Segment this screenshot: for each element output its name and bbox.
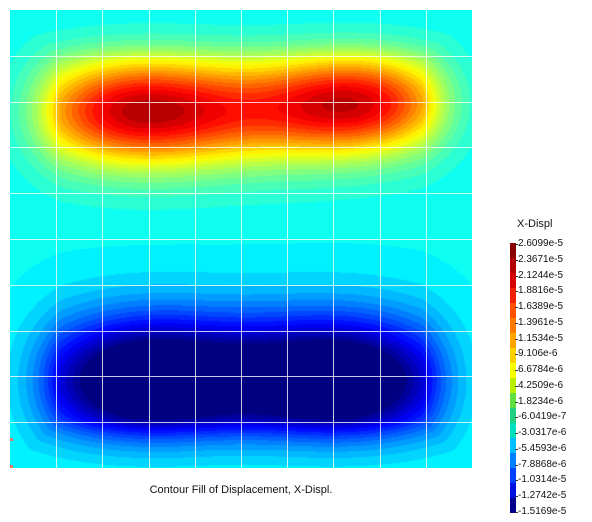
mesh-line-horizontal xyxy=(10,102,472,103)
mesh-line-horizontal xyxy=(10,239,472,240)
mesh-line-horizontal xyxy=(10,147,472,148)
colorbar-label: -1.0314e-5 xyxy=(514,474,567,486)
colorbar-label: -3.0317e-6 xyxy=(514,427,567,439)
colorbar-band xyxy=(510,393,516,408)
colorbar-band xyxy=(510,453,516,468)
mesh-line-horizontal xyxy=(10,422,472,423)
colorbar-band xyxy=(510,498,516,513)
colorbar-label: 2.6099e-5 xyxy=(514,238,564,249)
colorbar-band xyxy=(510,363,516,378)
colorbar-band xyxy=(510,273,516,288)
mesh-line-horizontal xyxy=(10,331,472,332)
colorbar-label: -7.8868e-6 xyxy=(514,458,567,470)
colorbar-band xyxy=(510,483,516,498)
colorbar-label: 2.3671e-5 xyxy=(514,253,564,265)
node-marker xyxy=(10,465,13,468)
colorbar-band xyxy=(510,333,516,348)
colorbar-label: 4.2509e-6 xyxy=(514,379,564,391)
colorbar-label: 1.8234e-6 xyxy=(514,395,564,407)
legend-title: X-Displ xyxy=(517,218,553,230)
colorbar-label: 1.3961e-5 xyxy=(514,316,564,328)
colorbar-band xyxy=(510,288,516,303)
colorbar-label: 1.6389e-5 xyxy=(514,301,564,313)
colorbar-label: 6.6784e-6 xyxy=(514,364,564,376)
colorbar-label: -1.2742e-5 xyxy=(514,490,567,502)
colorbar xyxy=(510,243,516,513)
mesh-line-horizontal xyxy=(10,193,472,194)
colorbar-label: -6.0419e-7 xyxy=(514,411,567,423)
colorbar-label: 1.1534e-5 xyxy=(514,332,564,344)
colorbar-label: 9.106e-6 xyxy=(514,348,558,360)
mesh-line-horizontal xyxy=(10,285,472,286)
colorbar-band xyxy=(510,348,516,363)
colorbar-band xyxy=(510,243,516,258)
colorbar-label: 1.8816e-5 xyxy=(514,285,564,297)
colorbar-band xyxy=(510,468,516,483)
colorbar-band xyxy=(510,303,516,318)
colorbar-band xyxy=(510,258,516,273)
colorbar-band xyxy=(510,318,516,333)
colorbar-band xyxy=(510,408,516,423)
mesh-line-horizontal xyxy=(10,376,472,377)
colorbar-band xyxy=(510,438,516,453)
contour-plot xyxy=(10,10,472,468)
mesh-line-horizontal xyxy=(10,56,472,57)
colorbar-band xyxy=(510,378,516,393)
colorbar-label: 2.1244e-5 xyxy=(514,269,564,281)
colorbar-label: -1.5169e-5 xyxy=(514,506,567,517)
node-marker xyxy=(10,438,13,441)
colorbar-band xyxy=(510,423,516,438)
colorbar-label: -5.4593e-6 xyxy=(514,442,567,454)
plot-caption: Contour Fill of Displacement, X-Displ. xyxy=(149,484,333,496)
